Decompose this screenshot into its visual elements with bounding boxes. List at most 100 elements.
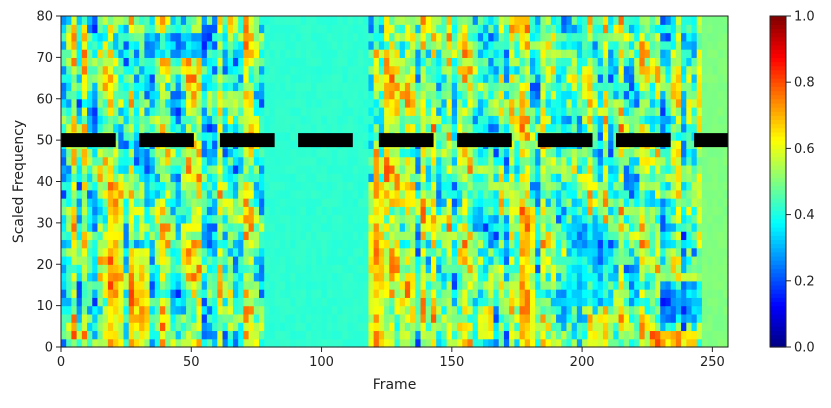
heatmap-cell [238,305,244,315]
heatmap-cell [436,24,442,34]
heatmap-cell [337,297,343,307]
heatmap-cell [535,49,542,58]
heatmap-cell [394,297,401,307]
heatmap-cell [571,32,578,42]
heatmap-cell [488,305,495,315]
heatmap-cell [707,289,713,298]
heatmap-cell [243,289,250,298]
heatmap-cell [139,107,145,116]
heatmap-cell [259,65,265,75]
heatmap-cell [232,264,239,274]
heatmap-cell [295,338,302,348]
heatmap-cell [425,57,432,67]
heatmap-cell [331,40,338,50]
heatmap-cell [384,272,390,282]
heatmap-cell [316,65,323,75]
heatmap-cell [264,198,271,207]
heatmap-cell [206,123,213,133]
heatmap-cell [232,255,239,265]
heatmap-cell [217,49,224,58]
heatmap-cell [477,82,484,92]
heatmap-cell [670,140,677,149]
heatmap-cell [144,24,151,34]
heatmap-cell [446,272,453,282]
heatmap-cell [582,24,588,34]
heatmap-cell [644,189,651,199]
heatmap-cell [670,82,677,92]
heatmap-cell [331,98,338,108]
heatmap-cell [81,289,88,298]
heatmap-cell [420,305,427,315]
heatmap-cell [175,231,182,241]
heatmap-cell [295,272,302,282]
heatmap-cell [399,297,406,307]
heatmap-cell [519,247,526,257]
heatmap-cell [613,115,620,125]
heatmap-cell [217,98,224,108]
heatmap-cell [597,57,604,67]
heatmap-cell [493,98,500,108]
heatmap-cell [321,156,328,166]
heatmap-cell [326,173,333,183]
heatmap-cell [279,280,286,290]
heatmap-cell [342,65,349,75]
heatmap-cell [451,24,458,34]
heatmap-cell [514,156,521,166]
heatmap-cell [576,322,583,332]
heatmap-cell [290,206,297,216]
heatmap-cell [61,255,67,265]
heatmap-cell [681,247,687,257]
heatmap-cell [467,40,474,50]
heatmap-cell [66,198,73,207]
heatmap-cell [550,115,557,125]
heatmap-cell [107,255,114,265]
heatmap-cell [420,24,427,34]
heatmap-cell [113,214,119,224]
heatmap-cell [415,280,422,290]
heatmap-cell [196,131,203,141]
heatmap-cell [144,148,151,158]
heatmap-cell [149,313,156,323]
heatmap-cell [81,73,88,83]
heatmap-cell [170,73,177,83]
heatmap-cell [305,40,312,50]
heatmap-cell [378,338,385,348]
heatmap-cell [212,189,218,199]
heatmap-cell [634,189,641,199]
heatmap-cell [384,189,390,199]
heatmap-cell [206,222,213,232]
heatmap-cell [467,305,474,315]
heatmap-cell [509,173,515,183]
heatmap-cell [139,255,145,265]
heatmap-cell [384,24,390,34]
heatmap-cell [686,247,693,257]
heatmap-cell [290,330,297,340]
heatmap-cell [123,297,130,307]
heatmap-cell [118,305,125,315]
heatmap-cell [608,264,614,274]
heatmap-cell [602,272,609,282]
heatmap-cell [540,289,547,298]
heatmap-cell [139,164,145,174]
heatmap-cell [602,16,609,25]
heatmap-cell [514,289,521,298]
heatmap-cell [170,107,177,116]
heatmap-cell [331,247,338,257]
heatmap-cell [441,82,448,92]
heatmap-cell [545,164,552,174]
heatmap-cell [347,255,354,265]
heatmap-cell [238,65,244,75]
heatmap-cell [587,173,594,183]
heatmap-cell [186,305,192,315]
heatmap-cell [462,222,469,232]
heatmap-cell [477,313,484,323]
heatmap-cell [639,264,646,274]
heatmap-cell [457,198,463,207]
heatmap-cell [686,305,693,315]
heatmap-cell [81,222,88,232]
heatmap-cell [493,330,500,340]
heatmap-cell [446,231,453,241]
heatmap-cell [358,255,364,265]
heatmap-cell [602,131,609,141]
heatmap-cell [404,49,411,58]
